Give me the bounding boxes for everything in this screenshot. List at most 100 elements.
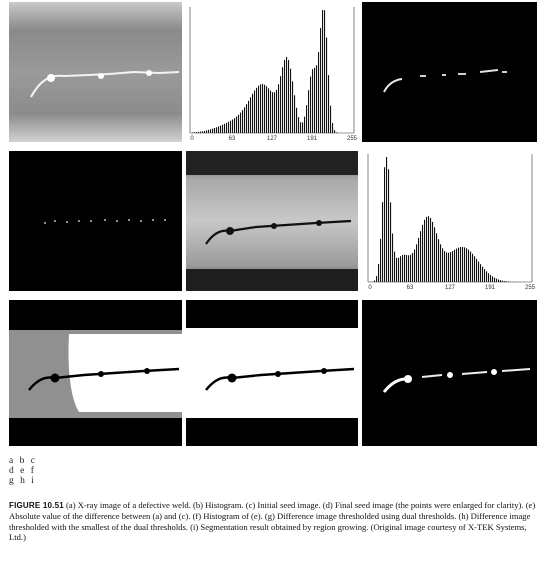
panel-h-single-threshold xyxy=(186,300,358,446)
histogram-bar xyxy=(308,90,310,133)
histogram-bar xyxy=(318,52,320,133)
histogram-bar xyxy=(240,112,242,133)
histogram-f-tick-label: 0 xyxy=(368,285,372,291)
histogram-bar xyxy=(278,84,280,133)
panel-key-row: g h i xyxy=(9,476,36,486)
histogram-bar xyxy=(500,280,502,282)
histogram-bar xyxy=(326,37,328,134)
histogram-bar xyxy=(432,221,434,282)
histogram-f-tick-label: 255 xyxy=(525,285,536,291)
histogram-bar xyxy=(194,132,196,133)
histogram-bar xyxy=(392,233,394,282)
histogram-bar xyxy=(434,227,436,282)
histogram-bar xyxy=(200,131,202,133)
histogram-bar xyxy=(430,218,432,282)
histogram-bar xyxy=(378,263,380,282)
histogram-f-bars xyxy=(370,157,530,282)
histogram-bar xyxy=(208,129,210,133)
histogram-bar xyxy=(266,86,268,133)
histogram-bar xyxy=(330,105,332,133)
histogram-bar xyxy=(316,65,318,133)
histogram-bar xyxy=(380,238,382,282)
histogram-f-tick-label: 63 xyxy=(407,285,414,291)
histogram-bar xyxy=(388,169,390,282)
histogram-bar xyxy=(290,68,292,133)
histogram-bar xyxy=(234,118,236,133)
histogram-f-ticks: 0 63 127 191 255 xyxy=(368,285,535,291)
histogram-bar xyxy=(224,123,226,133)
histogram-bar xyxy=(312,69,314,133)
histogram-bar xyxy=(252,93,254,133)
histogram-bar xyxy=(428,216,430,282)
histogram-bar xyxy=(466,248,468,282)
histogram-bar xyxy=(422,224,424,282)
histogram-bar xyxy=(406,254,408,282)
histogram-bar xyxy=(416,244,418,282)
histogram-bar xyxy=(286,56,288,133)
histogram-bar xyxy=(382,202,384,282)
histogram-bar xyxy=(438,239,440,282)
histogram-bar xyxy=(494,277,496,282)
histogram-bar xyxy=(450,252,452,282)
histogram-bar xyxy=(262,84,264,133)
histogram-bar xyxy=(504,281,506,282)
panel-g-dual-threshold xyxy=(9,300,182,446)
histogram-bar xyxy=(284,59,286,133)
histogram-bar xyxy=(282,67,284,133)
histogram-bar xyxy=(248,100,250,133)
histogram-bar xyxy=(260,84,262,133)
histogram-bar xyxy=(336,132,338,133)
histogram-f-tick-label: 127 xyxy=(445,285,456,291)
histogram-bar xyxy=(304,116,306,133)
histogram-bar xyxy=(478,261,480,282)
histogram-bar xyxy=(256,87,258,133)
panel-b-histogram: 0 63 127 191 255 xyxy=(186,2,358,142)
histogram-bar xyxy=(410,254,412,282)
histogram-bar xyxy=(214,127,216,133)
histogram-bar xyxy=(250,97,252,133)
panel-f-histogram: 0 63 127 191 255 xyxy=(362,151,537,291)
histogram-bar xyxy=(412,253,414,282)
histogram-bar xyxy=(446,252,448,282)
histogram-bar xyxy=(490,275,492,282)
histogram-bar xyxy=(254,90,256,133)
histogram-bar xyxy=(400,256,402,282)
histogram-b-chart: 0 63 127 191 255 xyxy=(186,2,358,142)
histogram-b-ticks: 0 63 127 191 255 xyxy=(190,136,357,142)
histogram-bar xyxy=(322,10,324,133)
histogram-bar xyxy=(210,129,212,133)
histogram-bar xyxy=(236,116,238,133)
histogram-bar xyxy=(474,256,476,282)
histogram-bar xyxy=(300,122,302,133)
histogram-bar xyxy=(476,258,478,282)
histogram-bar xyxy=(242,110,244,133)
histogram-bar xyxy=(226,122,228,133)
histogram-bar xyxy=(458,247,460,282)
histogram-bar xyxy=(468,249,470,282)
histogram-bar xyxy=(222,124,224,133)
histogram-bar xyxy=(402,254,404,282)
histogram-bar xyxy=(218,126,220,133)
histogram-bar xyxy=(198,131,200,133)
histogram-bar xyxy=(454,249,456,282)
histogram-bar xyxy=(480,264,482,282)
histogram-bar xyxy=(436,233,438,282)
histogram-b-tick-label: 255 xyxy=(347,136,358,142)
histogram-bar xyxy=(462,246,464,282)
panel-e-difference-image xyxy=(186,151,358,291)
histogram-bar xyxy=(492,276,494,282)
histogram-bar xyxy=(460,247,462,282)
histogram-bar xyxy=(440,244,442,282)
histogram-bar xyxy=(444,250,446,282)
histogram-bar xyxy=(292,81,294,133)
histogram-bar xyxy=(386,157,388,282)
histogram-bar xyxy=(498,279,500,282)
histogram-bar xyxy=(418,238,420,282)
panel-key: a b c d e f g h i xyxy=(9,456,37,486)
histogram-bar xyxy=(296,107,298,133)
panel-key-row: a b c xyxy=(9,456,37,466)
histogram-bar xyxy=(384,167,386,282)
histogram-bar xyxy=(488,273,490,282)
histogram-f-chart: 0 63 127 191 255 xyxy=(362,151,537,291)
histogram-bar xyxy=(206,130,208,133)
